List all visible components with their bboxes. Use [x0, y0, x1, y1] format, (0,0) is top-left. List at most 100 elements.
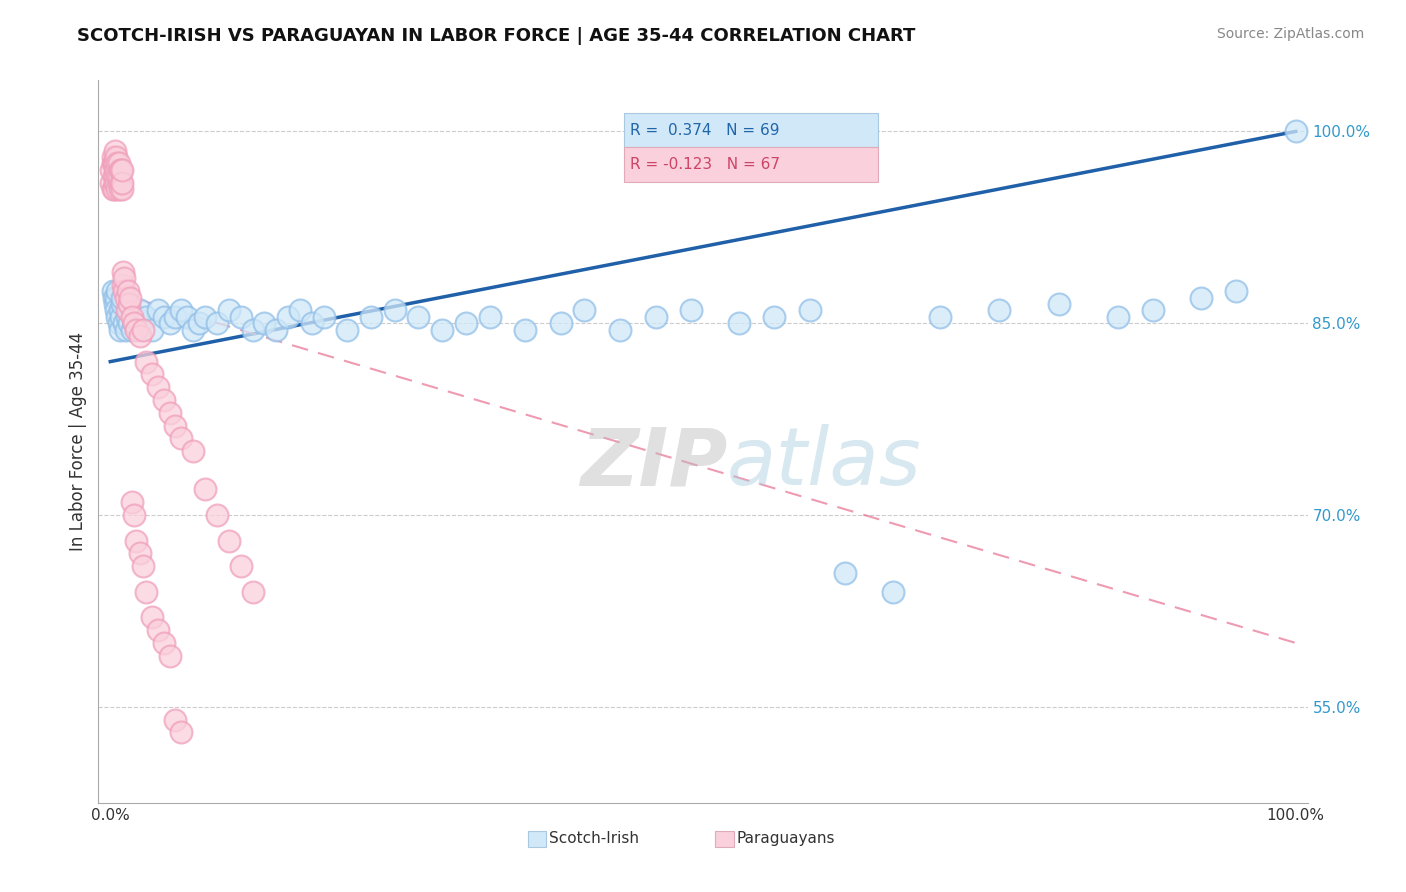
Point — [205, 508, 228, 522]
Point — [727, 316, 749, 330]
Point — [132, 323, 155, 337]
Point — [105, 310, 128, 324]
Point — [170, 725, 193, 739]
Point — [105, 156, 128, 170]
Point — [107, 176, 129, 190]
Point — [129, 329, 152, 343]
Point — [115, 310, 138, 324]
Point — [118, 316, 141, 330]
Point — [112, 277, 135, 292]
Point — [135, 354, 157, 368]
Point — [121, 495, 143, 509]
Point — [111, 162, 134, 177]
Point — [105, 176, 128, 190]
Point — [101, 285, 124, 299]
Point — [170, 431, 193, 445]
Point — [114, 316, 136, 330]
Point — [277, 310, 299, 324]
Point — [882, 584, 904, 599]
Point — [105, 303, 128, 318]
Point — [120, 291, 142, 305]
Point — [104, 297, 127, 311]
Point — [107, 169, 129, 184]
Point — [122, 508, 145, 522]
Point — [121, 323, 143, 337]
Text: ZIP: ZIP — [579, 425, 727, 502]
Point — [104, 176, 127, 190]
Point — [170, 303, 193, 318]
Point — [1047, 297, 1070, 311]
Point — [125, 310, 148, 324]
Point — [1225, 285, 1247, 299]
Point — [384, 303, 406, 318]
Point — [114, 323, 136, 337]
Point — [146, 380, 169, 394]
Point — [478, 310, 501, 324]
Point — [312, 310, 335, 324]
Point — [100, 176, 122, 190]
Point — [111, 291, 134, 305]
Point — [118, 297, 141, 311]
Text: R =  0.374   N = 69: R = 0.374 N = 69 — [630, 122, 780, 137]
Point — [515, 323, 537, 337]
Point — [550, 316, 572, 330]
Text: Scotch-Irish: Scotch-Irish — [548, 831, 638, 847]
Point — [159, 406, 181, 420]
FancyBboxPatch shape — [624, 147, 879, 182]
Point — [135, 310, 157, 324]
Point — [108, 182, 131, 196]
Point — [107, 156, 129, 170]
Point — [110, 162, 132, 177]
Point — [146, 303, 169, 318]
Point — [929, 310, 952, 324]
Point — [152, 310, 174, 324]
Point — [681, 303, 703, 318]
Point — [176, 310, 198, 324]
Point — [108, 303, 131, 318]
Point — [141, 323, 163, 337]
Point — [763, 310, 786, 324]
Point — [103, 169, 125, 184]
Point — [108, 162, 131, 177]
Point — [253, 316, 276, 330]
Point — [229, 310, 252, 324]
Point — [146, 623, 169, 637]
Point — [229, 559, 252, 574]
Point — [101, 156, 124, 170]
Point — [103, 156, 125, 170]
Point — [114, 291, 136, 305]
Point — [107, 316, 129, 330]
Point — [1189, 291, 1212, 305]
Point — [408, 310, 430, 324]
Point — [152, 636, 174, 650]
Point — [159, 316, 181, 330]
Point — [129, 303, 152, 318]
Point — [165, 310, 187, 324]
Point — [165, 713, 187, 727]
Text: R = -0.123   N = 67: R = -0.123 N = 67 — [630, 157, 780, 172]
Point — [105, 162, 128, 177]
Point — [988, 303, 1011, 318]
Text: SCOTCH-IRISH VS PARAGUAYAN IN LABOR FORCE | AGE 35-44 CORRELATION CHART: SCOTCH-IRISH VS PARAGUAYAN IN LABOR FORC… — [77, 27, 915, 45]
Point — [188, 316, 211, 330]
Point — [110, 310, 132, 324]
Point — [1107, 310, 1129, 324]
Point — [125, 323, 148, 337]
Point — [165, 418, 187, 433]
Point — [194, 483, 217, 497]
Point — [242, 584, 264, 599]
Point — [205, 316, 228, 330]
Point — [111, 176, 134, 190]
Point — [301, 316, 323, 330]
Point — [105, 150, 128, 164]
FancyBboxPatch shape — [624, 112, 879, 147]
Point — [360, 310, 382, 324]
Point — [799, 303, 821, 318]
Point — [218, 303, 240, 318]
Point — [115, 303, 138, 318]
Text: atlas: atlas — [727, 425, 922, 502]
Point — [101, 182, 124, 196]
Point — [454, 316, 477, 330]
Point — [108, 323, 131, 337]
Point — [1142, 303, 1164, 318]
